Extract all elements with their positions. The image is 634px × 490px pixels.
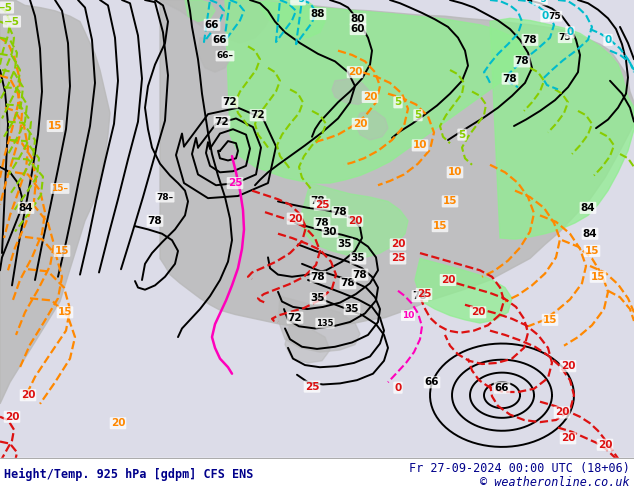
Text: 15–: 15– bbox=[51, 184, 68, 193]
Polygon shape bbox=[415, 258, 512, 323]
Text: 20: 20 bbox=[21, 390, 36, 400]
Text: 66: 66 bbox=[495, 383, 509, 392]
Polygon shape bbox=[285, 323, 330, 363]
Text: 84: 84 bbox=[581, 203, 595, 213]
Text: 15: 15 bbox=[443, 196, 457, 206]
Text: 80: 80 bbox=[351, 14, 365, 24]
Text: 15: 15 bbox=[585, 246, 599, 256]
Polygon shape bbox=[198, 38, 230, 72]
Text: 78: 78 bbox=[503, 74, 517, 84]
Text: 72: 72 bbox=[223, 98, 237, 107]
Text: 35: 35 bbox=[338, 240, 353, 249]
Text: 20: 20 bbox=[4, 412, 19, 422]
Text: 20: 20 bbox=[598, 440, 612, 450]
Text: 78: 78 bbox=[311, 272, 325, 282]
Polygon shape bbox=[300, 183, 408, 257]
Polygon shape bbox=[185, 0, 215, 22]
Text: Fr 27-09-2024 00:00 UTC (18+06): Fr 27-09-2024 00:00 UTC (18+06) bbox=[409, 462, 630, 475]
Text: −5: −5 bbox=[4, 17, 20, 26]
Text: 30: 30 bbox=[323, 226, 337, 237]
Text: −5: −5 bbox=[291, 0, 305, 4]
Text: 135: 135 bbox=[316, 318, 333, 328]
Text: 20: 20 bbox=[353, 119, 367, 129]
Text: 78: 78 bbox=[522, 35, 537, 45]
Text: 15: 15 bbox=[433, 221, 447, 231]
Text: −5: −5 bbox=[533, 0, 547, 4]
Text: 66–: 66– bbox=[216, 51, 233, 60]
Text: 72: 72 bbox=[215, 117, 230, 127]
Text: 15: 15 bbox=[58, 307, 72, 318]
Text: 75: 75 bbox=[559, 33, 571, 42]
Polygon shape bbox=[260, 0, 325, 38]
Text: 15: 15 bbox=[591, 272, 605, 282]
Text: 20: 20 bbox=[348, 216, 362, 226]
Text: 10: 10 bbox=[448, 167, 462, 177]
Text: Height/Temp. 925 hPa [gdpm] CFS ENS: Height/Temp. 925 hPa [gdpm] CFS ENS bbox=[4, 468, 254, 482]
Polygon shape bbox=[0, 0, 110, 404]
Text: 25: 25 bbox=[314, 199, 329, 210]
Text: 72: 72 bbox=[288, 313, 302, 323]
Polygon shape bbox=[490, 18, 634, 239]
Text: 78: 78 bbox=[314, 218, 329, 228]
Text: 0: 0 bbox=[541, 11, 548, 21]
Text: 20: 20 bbox=[363, 92, 377, 102]
Text: 78: 78 bbox=[340, 278, 355, 288]
Text: 66: 66 bbox=[213, 35, 227, 45]
Text: 15: 15 bbox=[55, 246, 69, 256]
Text: 78: 78 bbox=[515, 56, 529, 66]
Text: 20: 20 bbox=[111, 418, 126, 428]
Text: 78: 78 bbox=[413, 291, 427, 301]
Text: 5: 5 bbox=[415, 110, 422, 120]
Polygon shape bbox=[355, 111, 388, 140]
Text: 25: 25 bbox=[417, 289, 431, 299]
Text: 66: 66 bbox=[205, 20, 219, 30]
Text: 20: 20 bbox=[391, 240, 405, 249]
Polygon shape bbox=[278, 296, 360, 352]
Text: 20: 20 bbox=[555, 408, 569, 417]
Text: −5: −5 bbox=[0, 2, 13, 13]
Text: 78: 78 bbox=[148, 216, 162, 226]
Text: 25: 25 bbox=[305, 382, 320, 392]
Text: 10: 10 bbox=[402, 311, 414, 320]
Text: © weatheronline.co.uk: © weatheronline.co.uk bbox=[481, 476, 630, 489]
Text: 35: 35 bbox=[351, 253, 365, 264]
Text: 88: 88 bbox=[311, 9, 325, 19]
Text: 20: 20 bbox=[288, 214, 302, 223]
Text: 20: 20 bbox=[560, 361, 575, 371]
Text: 66: 66 bbox=[425, 377, 439, 387]
Text: 20: 20 bbox=[348, 67, 362, 77]
Text: 84: 84 bbox=[583, 229, 597, 239]
Text: 5: 5 bbox=[458, 130, 465, 140]
Text: 0: 0 bbox=[604, 35, 612, 45]
Polygon shape bbox=[332, 78, 370, 104]
Text: 78: 78 bbox=[311, 196, 325, 206]
Text: 0: 0 bbox=[394, 383, 401, 392]
Text: 15: 15 bbox=[543, 315, 557, 325]
Text: 78: 78 bbox=[333, 207, 347, 217]
Text: 0: 0 bbox=[566, 27, 574, 37]
Text: 35: 35 bbox=[345, 304, 359, 314]
Text: 5: 5 bbox=[394, 98, 401, 107]
Text: 20: 20 bbox=[441, 275, 455, 285]
Text: 15: 15 bbox=[48, 121, 62, 131]
Text: 35: 35 bbox=[311, 294, 325, 303]
Text: 20: 20 bbox=[471, 307, 485, 318]
Text: 25: 25 bbox=[391, 253, 405, 264]
Text: 78: 78 bbox=[353, 270, 367, 280]
Text: 25: 25 bbox=[228, 178, 242, 188]
Text: 20: 20 bbox=[560, 433, 575, 443]
Text: 10: 10 bbox=[413, 140, 427, 150]
Text: 60: 60 bbox=[351, 24, 365, 34]
Polygon shape bbox=[160, 0, 270, 43]
Polygon shape bbox=[225, 0, 525, 183]
Bar bbox=[0, 458, 634, 490]
Polygon shape bbox=[160, 0, 634, 327]
Text: 78–: 78– bbox=[157, 193, 174, 201]
Text: 75: 75 bbox=[548, 12, 561, 21]
Text: 84: 84 bbox=[18, 203, 34, 213]
Text: 72: 72 bbox=[250, 110, 265, 120]
